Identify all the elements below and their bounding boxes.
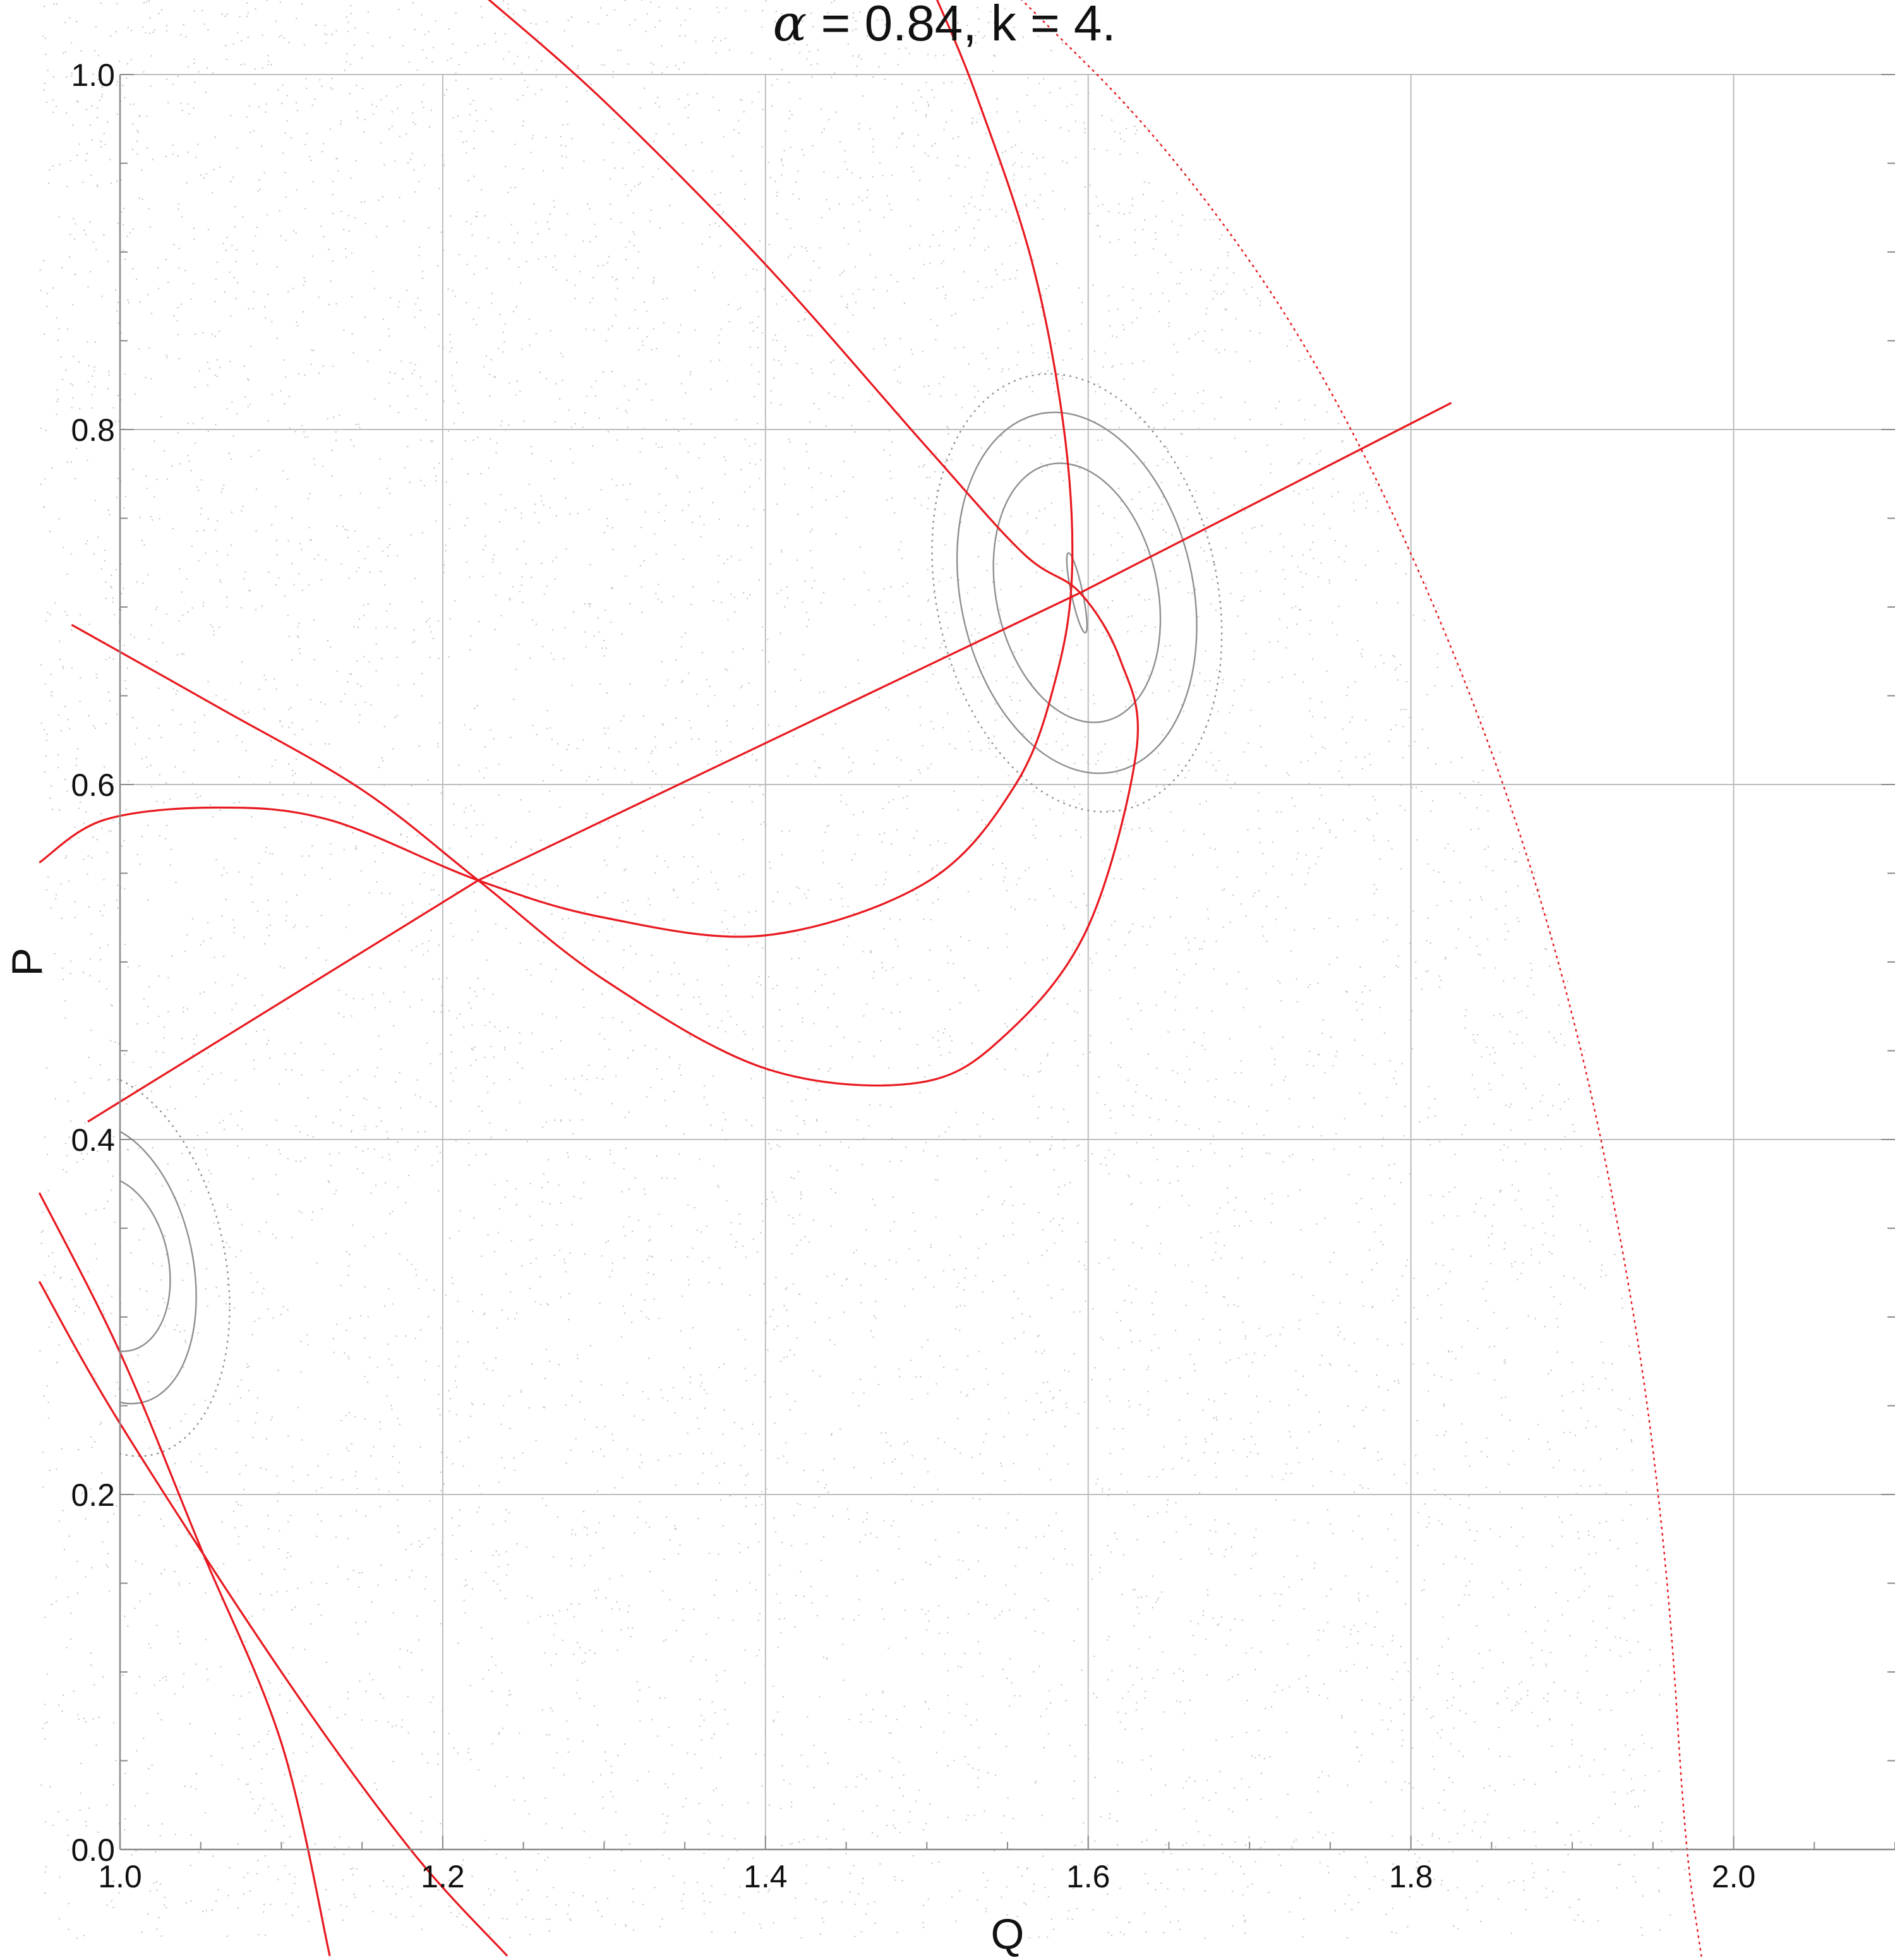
x-tick-label-2: 1.4 [743, 1859, 788, 1894]
y-tick-label-4: 0.8 [71, 412, 115, 448]
separatrix-boundary [1020, 0, 1702, 1957]
x-tick-label-4: 1.8 [1389, 1859, 1433, 1894]
x-tick-label-3: 1.6 [1066, 1859, 1110, 1894]
y-tick-label-1: 0.2 [71, 1477, 115, 1513]
island-0-contour-2 [956, 411, 1198, 774]
x-tick-label-5: 2.0 [1712, 1859, 1756, 1894]
red-curve-0 [87, 402, 1452, 1123]
island-1-contour-0 [120, 1175, 171, 1352]
y-tick-label-2: 0.4 [71, 1122, 115, 1158]
island-0-contour-1 [992, 462, 1162, 723]
dot-field [39, 0, 1686, 1939]
chaotic-sea-dots [39, 0, 1686, 1939]
axes-frame [119, 74, 1895, 1851]
red-curve-4 [38, 1192, 331, 1956]
title-rest: = 0.84, k = 4. [807, 0, 1116, 51]
island-1-contour-2 [120, 1070, 231, 1457]
x-axis-title: Q [991, 1910, 1025, 1958]
y-tick-label-0: 0.0 [71, 1832, 115, 1868]
chart-title: α = 0.84, k = 4. [773, 0, 1116, 52]
island-0-contour-3 [931, 373, 1223, 813]
separatrix-dotted-curve [1020, 0, 1702, 1957]
grid [119, 74, 1895, 1850]
y-axis-title: P [3, 947, 51, 976]
y-tick-label-5: 1.0 [71, 57, 115, 93]
red-curve-3 [38, 1281, 508, 1957]
red-curve-1 [71, 0, 1140, 1087]
tick-labels: 1.0 1.2 1.4 1.6 1.8 2.0 0.0 0.2 0.4 0.6 0.8 1.0 [71, 57, 1755, 1894]
manifold-curves [38, 0, 1452, 1957]
x-tick-label-1: 1.2 [421, 1859, 465, 1894]
red-curve-2 [39, 0, 1074, 938]
title-symbol: α [773, 0, 807, 52]
y-tick-label-3: 0.6 [71, 767, 115, 803]
x-tick-label-0: 1.0 [98, 1859, 142, 1894]
